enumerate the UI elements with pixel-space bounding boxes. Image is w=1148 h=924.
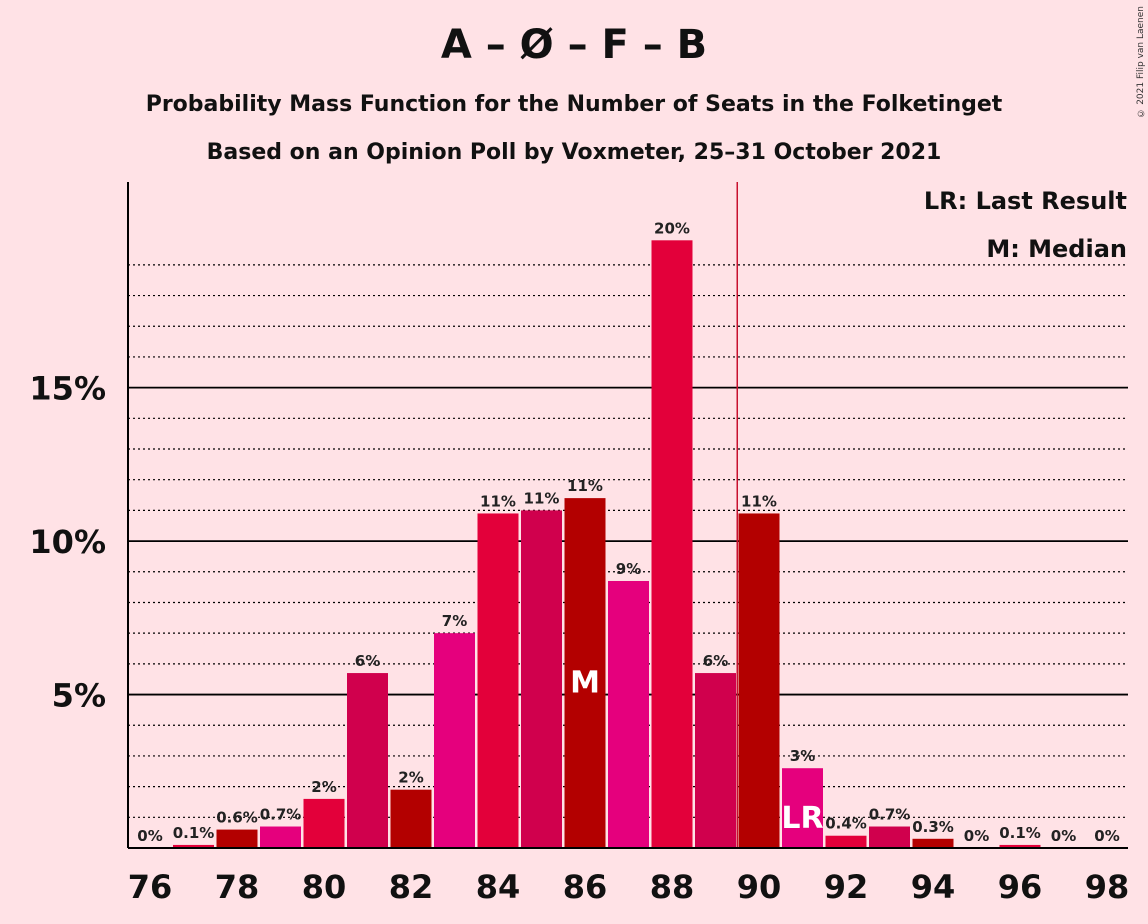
x-tick-84: 84 bbox=[476, 868, 521, 906]
bar-84 bbox=[477, 513, 519, 848]
bar-88 bbox=[651, 240, 693, 849]
axes-group bbox=[127, 182, 1128, 849]
y-tick-10: 10% bbox=[29, 523, 106, 561]
bar-77 bbox=[173, 844, 214, 848]
chart-title: A – Ø – F – B bbox=[440, 22, 708, 68]
legend-median: M: Median bbox=[986, 235, 1127, 263]
chart-subtitle-poll: Based on an Opinion Poll by Voxmeter, 25… bbox=[206, 140, 942, 165]
chart-subtitle: Probability Mass Function for the Number… bbox=[145, 92, 1003, 117]
last-result-marker: LR bbox=[781, 801, 823, 836]
bar-92 bbox=[825, 835, 867, 848]
y-tick-5: 5% bbox=[52, 677, 106, 715]
bar-96 bbox=[999, 844, 1041, 848]
bar-label-82: 2% bbox=[398, 769, 423, 787]
bar-label-88: 20% bbox=[654, 219, 690, 237]
bar-label-78: 0.6% bbox=[216, 809, 258, 827]
bar-93 bbox=[869, 826, 910, 848]
bar-87 bbox=[608, 580, 649, 848]
legend-last-result: LR: Last Result bbox=[924, 187, 1127, 215]
x-tick-76: 76 bbox=[128, 868, 173, 906]
bars-group bbox=[173, 240, 1041, 849]
bar-82 bbox=[390, 789, 432, 848]
bar-90 bbox=[738, 513, 780, 848]
bar-label-97: 0% bbox=[1051, 827, 1076, 845]
bar-94 bbox=[912, 838, 954, 848]
median-marker: M bbox=[570, 666, 600, 701]
bar-label-94: 0.3% bbox=[912, 818, 954, 836]
bar-label-90: 11% bbox=[741, 492, 777, 510]
bar-label-92: 0.4% bbox=[825, 815, 867, 833]
bar-label-77: 0.1% bbox=[173, 824, 215, 842]
bar-label-91: 3% bbox=[790, 747, 815, 765]
x-tick-82: 82 bbox=[389, 868, 434, 906]
x-tick-96: 96 bbox=[998, 868, 1043, 906]
tick-labels-group: 76 78 80 82 84 86 88 90 92 94 96 98 5% 10% 15% bbox=[29, 370, 1129, 906]
bar-81 bbox=[347, 673, 388, 848]
x-tick-78: 78 bbox=[215, 868, 260, 906]
bar-label-95: 0% bbox=[964, 827, 989, 845]
bar-label-87: 9% bbox=[616, 560, 641, 578]
bar-79 bbox=[260, 826, 301, 848]
x-tick-98: 98 bbox=[1085, 868, 1130, 906]
x-tick-90: 90 bbox=[737, 868, 782, 906]
x-tick-80: 80 bbox=[302, 868, 347, 906]
bar-label-84: 11% bbox=[480, 492, 516, 510]
x-tick-88: 88 bbox=[650, 868, 695, 906]
bar-80 bbox=[303, 798, 345, 848]
bar-91 bbox=[782, 768, 823, 848]
x-tick-92: 92 bbox=[824, 868, 869, 906]
bar-label-80: 2% bbox=[311, 778, 336, 796]
bar-86 bbox=[564, 498, 606, 848]
bar-85 bbox=[521, 510, 562, 848]
bar-label-93: 0.7% bbox=[869, 806, 911, 824]
x-tick-94: 94 bbox=[911, 868, 956, 906]
bar-label-85: 11% bbox=[524, 489, 560, 507]
bar-78 bbox=[216, 829, 258, 848]
bar-label-86: 11% bbox=[567, 477, 603, 495]
bar-labels-group: 0% 0.1%0.6% 0.7%2%6%2%7%11% 11%11%M9%20%6%1… bbox=[137, 219, 1119, 845]
bar-label-79: 0.7% bbox=[260, 806, 302, 824]
y-tick-15: 15% bbox=[29, 370, 106, 408]
legend-group: LR: Last Result M: Median bbox=[924, 187, 1127, 263]
bar-label-76: 0% bbox=[137, 827, 162, 845]
bar-label-89: 6% bbox=[703, 652, 728, 670]
bar-label-96: 0.1% bbox=[999, 824, 1041, 842]
bar-89 bbox=[695, 673, 736, 848]
bar-label-81: 6% bbox=[355, 652, 380, 670]
bar-83 bbox=[434, 633, 475, 848]
bar-label-98: 0% bbox=[1094, 827, 1119, 845]
x-tick-86: 86 bbox=[563, 868, 608, 906]
bar-label-83: 7% bbox=[442, 612, 467, 630]
